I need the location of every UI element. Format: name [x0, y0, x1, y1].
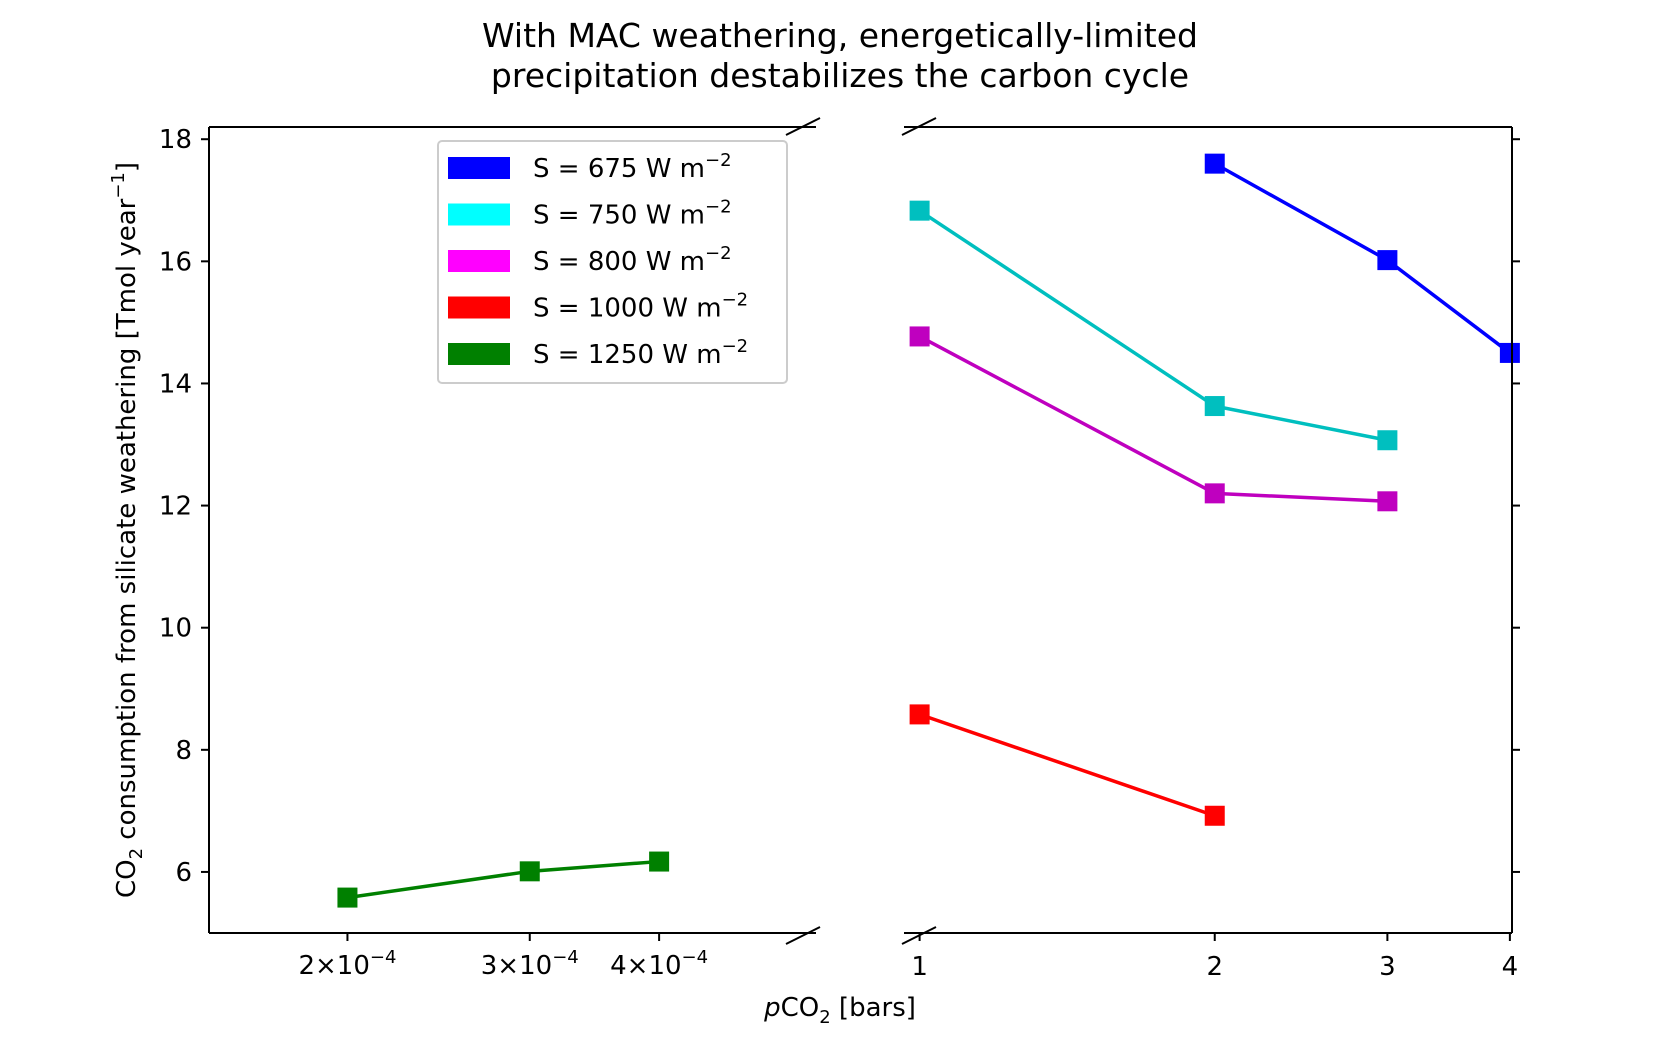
y-ticks: 6 8 10 12 14 16 18: [159, 125, 1520, 888]
legend-label: S = 800 W m−2: [533, 243, 732, 277]
legend-label: S = 1000 W m−2: [533, 290, 748, 324]
legend-frame: [437, 140, 788, 384]
x-tick-label: 4×10−4: [610, 947, 708, 981]
y-tick-label: 12: [159, 492, 192, 522]
y-tick-label: 8: [175, 736, 192, 766]
data-point: [1377, 491, 1398, 512]
x-tick-label: 2×10−4: [298, 947, 396, 981]
y-tick-label: 14: [159, 369, 192, 399]
legend-swatch: [448, 343, 510, 365]
x-axis-label: pCO2 [bars]: [763, 993, 916, 1028]
y-tick-label: 10: [159, 614, 192, 644]
x-tick-label: 3×10−4: [481, 947, 579, 981]
data-point: [1204, 805, 1225, 826]
chart-title-line-2: precipitation destabilizes the carbon cy…: [491, 56, 1189, 95]
x-tick-label: 1: [911, 952, 928, 982]
data-point: [649, 851, 670, 872]
series-s-800-w-m: [909, 326, 1398, 512]
series-line: [918, 334, 1388, 504]
right-x-ticks: 1 2 3 4: [911, 933, 1518, 982]
legend: S = 675 W m−2 S = 750 W m−2 S = 800 W m−2 S…: [437, 140, 788, 384]
legend-swatch: [448, 296, 510, 319]
series-s-675-w-m: [1204, 153, 1520, 363]
x-tick-label: 3: [1379, 952, 1396, 982]
data-point: [1204, 153, 1225, 174]
left-x-ticks: 2×10−4 3×10−4 4×10−4: [298, 933, 708, 981]
series-line: [347, 859, 660, 900]
data-point: [1377, 250, 1398, 271]
data-point: [337, 887, 358, 908]
y-axis-label: CO2 consumption from silicate weathering…: [108, 162, 147, 898]
legend-swatch: [448, 157, 510, 179]
legend-label: S = 750 W m−2: [533, 197, 732, 231]
legend-label: S = 675 W m−2: [533, 150, 732, 184]
data-point: [519, 861, 540, 882]
legend-swatch: [448, 250, 510, 272]
x-tick-label: 4: [1502, 952, 1519, 982]
y-tick-label: 18: [159, 125, 192, 155]
series-s-1000-w-m: [909, 704, 1225, 826]
data-point: [909, 704, 930, 725]
x-tick-label: 2: [1206, 952, 1223, 982]
legend-label: S = 1250 W m−2: [533, 336, 748, 370]
series-line: [919, 712, 1216, 818]
chart-title-line-1: With MAC weathering, energetically-limit…: [482, 16, 1198, 55]
data-point: [909, 200, 930, 221]
legend-swatch: [448, 203, 510, 226]
series-s-750-w-m: [909, 200, 1398, 451]
data-point: [909, 326, 930, 347]
y-tick-label: 6: [175, 858, 192, 888]
series-line: [1213, 162, 1511, 355]
data-point: [1204, 483, 1225, 504]
data-point: [1204, 396, 1225, 417]
y-tick-label: 16: [159, 247, 192, 277]
series-s-1250-w-m: [337, 851, 670, 908]
left-axes-frame: [208, 126, 816, 934]
series-line: [918, 209, 1388, 442]
right-axes-frame: [904, 126, 1513, 934]
data-point: [1499, 342, 1520, 363]
series-layer: [337, 153, 1520, 908]
data-point: [1377, 430, 1398, 451]
axis-break-marks: [785, 117, 937, 945]
